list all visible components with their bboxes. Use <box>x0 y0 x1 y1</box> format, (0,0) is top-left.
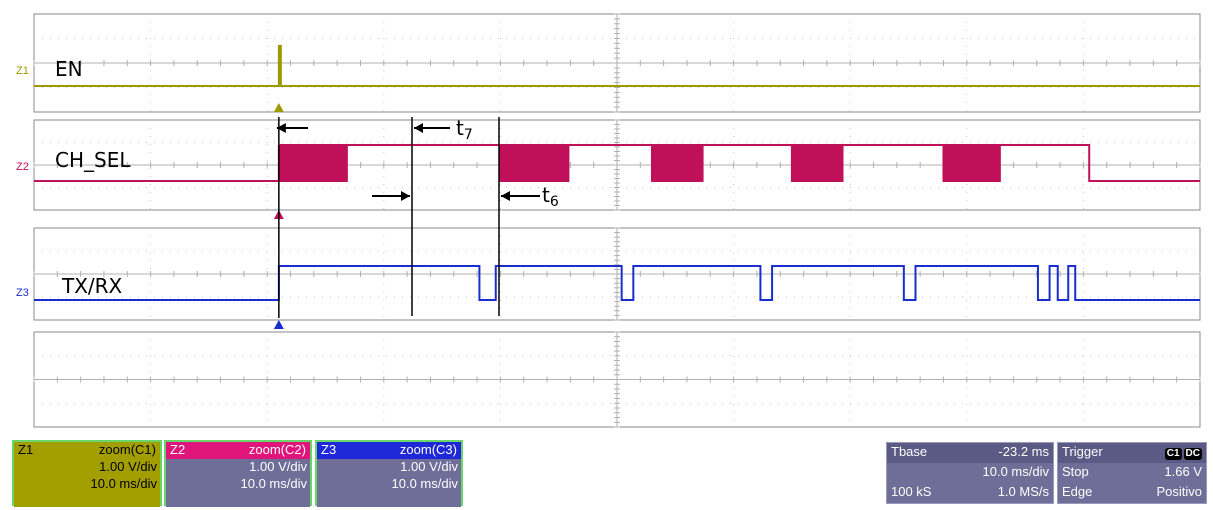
tbase-rate: 1.0 MS/s <box>997 484 1049 499</box>
trigger-panel[interactable]: Trigger C1 DC Stop 1.66 V Edge Positivo <box>1057 442 1207 504</box>
tbase-label: Tbase <box>891 444 928 459</box>
channel-box-z3[interactable]: Z3 zoom(C3) 1.00 V/div 10.0 ms/div <box>315 440 463 507</box>
trigger-arrow-z1 <box>273 103 284 112</box>
channel-marker-z2: Z2 <box>16 161 29 173</box>
trigger-coupling-badge: DC <box>1183 448 1202 460</box>
channel-timebase: 10.0 ms/div <box>391 476 458 491</box>
trigger-mode: Stop <box>1062 464 1089 479</box>
channel-marker-z1: Z1 <box>16 65 29 77</box>
trigger-label: Trigger <box>1062 444 1103 459</box>
trigger-level: 1.66 V <box>1164 464 1202 479</box>
channel-scale: 1.00 V/div <box>249 459 307 474</box>
trigger-source-badge: C1 <box>1164 448 1182 460</box>
channel-id: Z3 <box>321 442 337 457</box>
arrow-right-marker-head <box>401 191 410 201</box>
signal-label-en: EN <box>55 57 83 81</box>
channel-id: Z2 <box>170 442 186 457</box>
channel-box-z2[interactable]: Z2 zoom(C2) 1.00 V/div 10.0 ms/div <box>164 440 312 507</box>
trigger-slope: Positivo <box>1156 484 1202 499</box>
channel-marker-z3: Z3 <box>16 287 29 299</box>
signal-label-tx-rx: TX/RX <box>61 274 123 298</box>
channel-source: zoom(C1) <box>98 442 156 457</box>
timebase-panel[interactable]: Tbase -23.2 ms 10.0 ms/div 100 kS 1.0 MS/s <box>886 442 1054 504</box>
arrow-t7-head <box>414 123 423 133</box>
channel-box-z1[interactable]: Z1 zoom(C1) 1.00 V/div 10.0 ms/div <box>12 440 162 507</box>
trace-tx-rx <box>34 265 1200 301</box>
trigger-type: Edge <box>1062 484 1093 499</box>
channel-timebase: 10.0 ms/div <box>90 476 157 491</box>
channel-scale: 1.00 V/div <box>400 459 458 474</box>
tbase-per-div: 10.0 ms/div <box>982 464 1049 479</box>
tbase-samples: 100 kS <box>891 484 932 499</box>
arrow-left-marker-head <box>276 123 286 133</box>
channel-id: Z1 <box>18 442 34 457</box>
signal-label-ch-sel: CH_SEL <box>55 148 131 172</box>
channel-scale: 1.00 V/div <box>99 459 157 474</box>
trace-ch-sel <box>34 144 1200 182</box>
channel-source: zoom(C3) <box>399 442 457 457</box>
trace-en <box>34 45 1200 87</box>
tbase-offset: -23.2 ms <box>998 444 1049 459</box>
arrow-t6-head <box>501 191 510 201</box>
channel-timebase: 10.0 ms/div <box>240 476 307 491</box>
trigger-arrow-z3 <box>273 320 284 329</box>
channel-source: zoom(C2) <box>248 442 306 457</box>
